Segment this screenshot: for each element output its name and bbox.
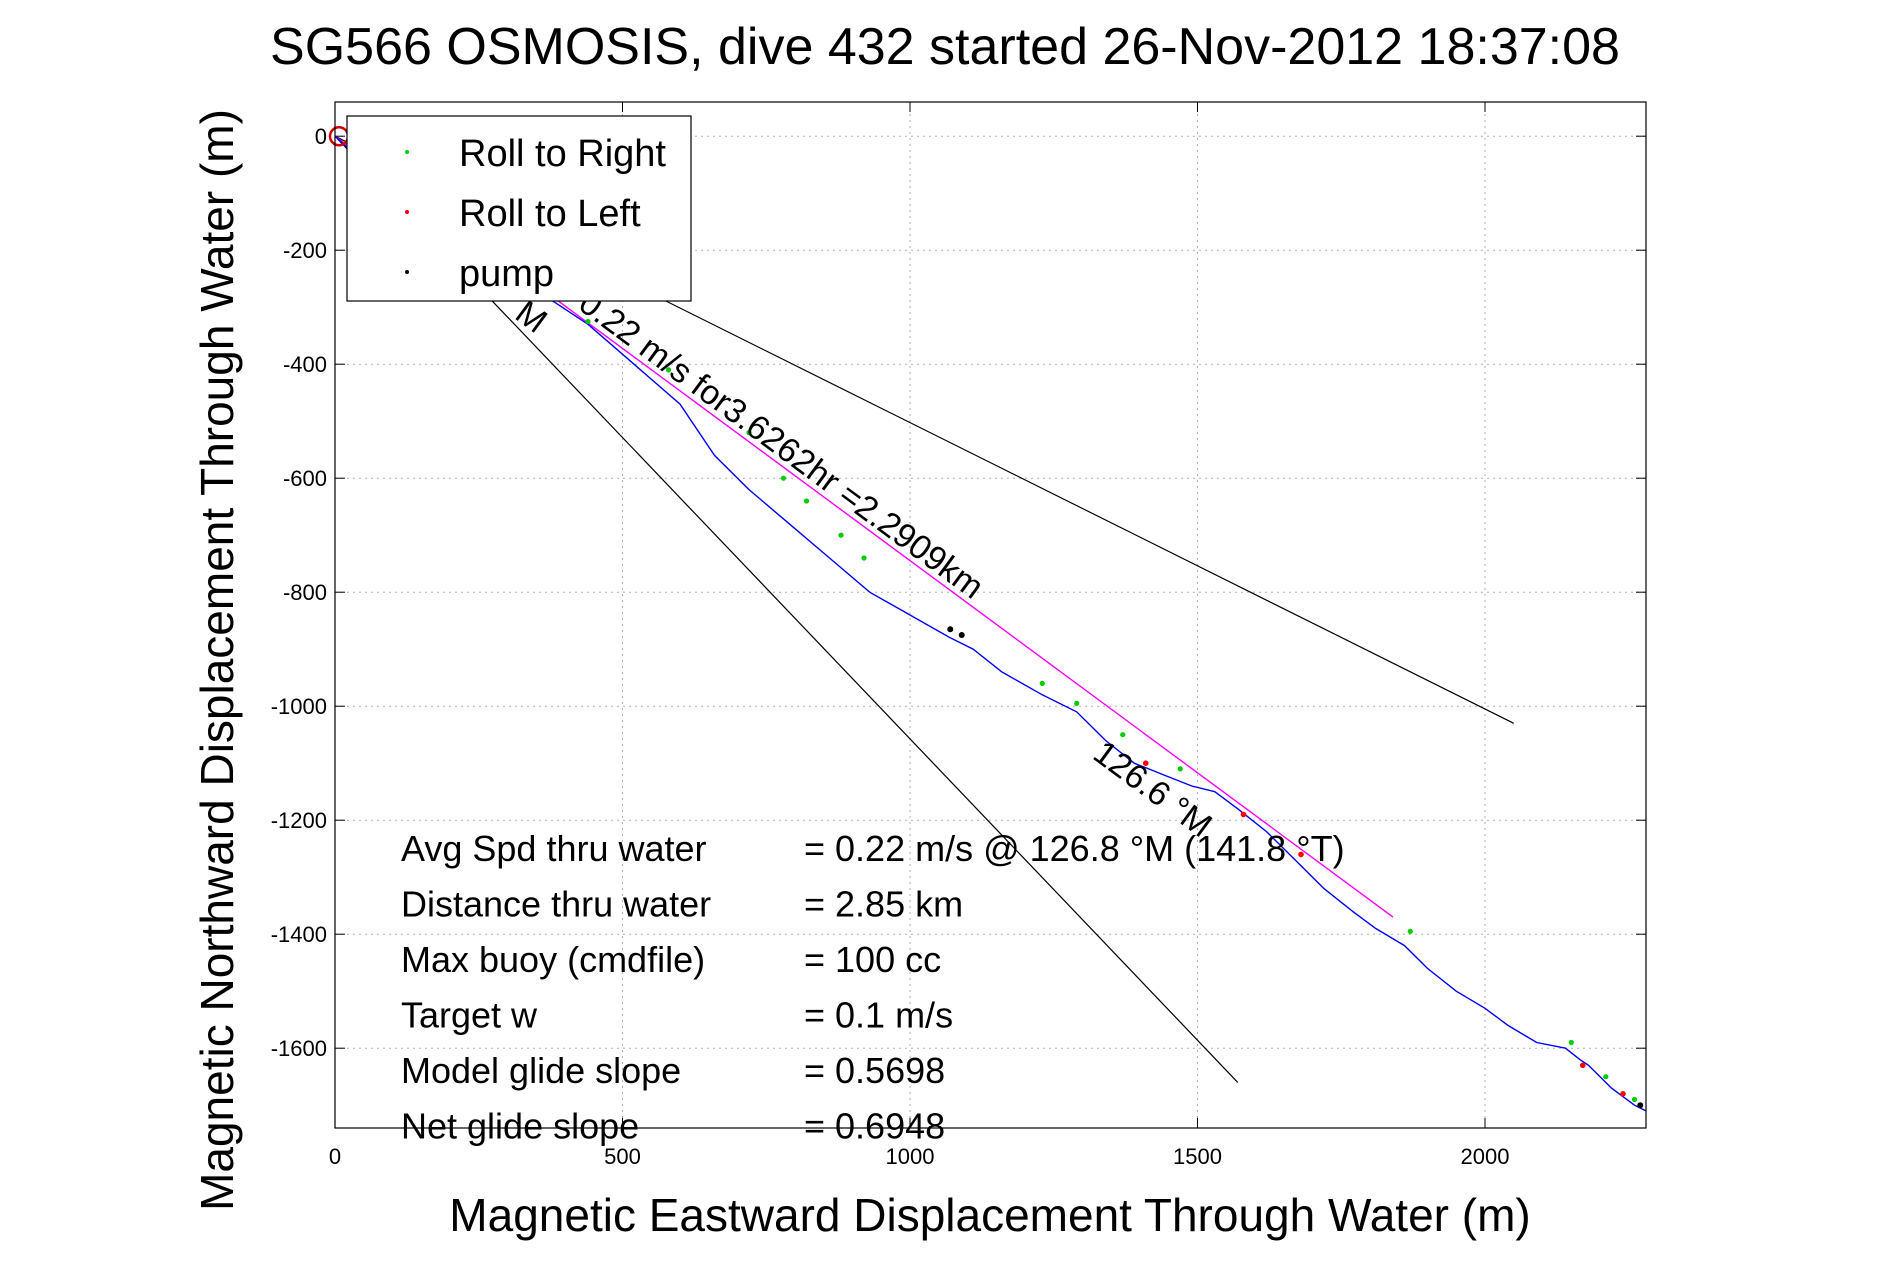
- y-tick-label: -1200: [271, 808, 327, 833]
- roll-right-point: [1074, 700, 1080, 706]
- annotation-value: = 100 cc: [804, 939, 941, 980]
- roll-left-point: [1579, 1062, 1586, 1069]
- legend-marker: [405, 270, 409, 274]
- roll-right-point: [1039, 680, 1045, 687]
- roll-right-point: [746, 430, 752, 436]
- roll-left-point: [1620, 1091, 1626, 1097]
- y-tick-label: -1000: [271, 694, 327, 719]
- legend-box: [346, 115, 692, 302]
- annotation-value: = 0.1 m/s: [804, 995, 953, 1036]
- roll-right-point: [780, 475, 787, 481]
- roll-right-point: [1407, 928, 1413, 934]
- y-tick-label: -600: [283, 466, 327, 491]
- roll-left-point: [1142, 760, 1149, 766]
- annotation-label: Target w: [401, 995, 538, 1036]
- legend: Roll to Right Roll to Left pump: [346, 115, 692, 302]
- annotation-value: = 0.5698: [804, 1050, 945, 1091]
- pump-point: [1637, 1102, 1644, 1109]
- annotation-value: = 0.22 m/s @ 126.8 °M (141.8 °T): [804, 828, 1345, 869]
- roll-right-point: [1177, 766, 1183, 772]
- y-tick-label: -800: [283, 580, 327, 605]
- roll-left-point: [1298, 851, 1304, 858]
- roll-right-point: [861, 555, 867, 561]
- x-tick-label: 1000: [886, 1144, 935, 1169]
- y-tick-label: -200: [283, 238, 327, 263]
- roll-right-point: [585, 318, 591, 325]
- annotation-label: Max buoy (cmdfile): [401, 939, 705, 980]
- annotation-value: = 2.85 km: [804, 884, 963, 925]
- y-axis-label: Magnetic Northward Displacement Through …: [191, 109, 243, 1211]
- legend-label: Roll to Left: [459, 193, 641, 235]
- legend-marker: [405, 150, 409, 154]
- plot-frame: [334, 101, 1647, 1129]
- x-tick-label: 2000: [1461, 1144, 1510, 1169]
- grid: [334, 102, 1646, 1128]
- x-tick-label: 0: [329, 1144, 341, 1169]
- roll-right-point: [665, 367, 672, 373]
- glider-track: [334, 135, 1647, 1112]
- y-tick-label: -1400: [271, 922, 327, 947]
- annotation-label: Net glide slope: [401, 1106, 639, 1147]
- roll-right-point: [1603, 1074, 1609, 1080]
- chart-title: SG566 OSMOSIS, dive 432 started 26-Nov-2…: [270, 18, 1620, 76]
- annotation-label: Avg Spd thru water: [401, 828, 707, 869]
- roll-right-point: [1568, 1039, 1574, 1046]
- roll-left-point: [1240, 811, 1247, 818]
- axis-ticks: 0 500 1000 1500 2000 0 -200 -400 -600 -800 -1000 -1…: [271, 102, 1646, 1169]
- pump-point: [958, 631, 965, 638]
- legend-label: pump: [459, 253, 554, 295]
- x-tick-label: 1500: [1173, 1144, 1222, 1169]
- y-tick-label: -1600: [271, 1036, 327, 1061]
- roll-right-point: [803, 498, 810, 504]
- roll-right-point: [1120, 732, 1126, 738]
- data-points: [328, 125, 1644, 1109]
- annotation-label: Distance thru water: [401, 884, 711, 925]
- annotation-label: Model glide slope: [401, 1050, 681, 1091]
- pump-point: [947, 626, 954, 633]
- x-axis-label: Magnetic Eastward Displacement Through W…: [449, 1189, 1530, 1241]
- roll-right-point: [838, 532, 844, 538]
- legend-marker: [405, 210, 409, 214]
- annotation-value: = 0.6948: [804, 1106, 945, 1147]
- annotation-block: Avg Spd thru water = 0.22 m/s @ 126.8 °M …: [401, 828, 1345, 1147]
- roll-right-point: [1631, 1096, 1638, 1103]
- x-tick-label: 500: [604, 1144, 641, 1169]
- y-tick-label: 0: [315, 124, 327, 149]
- y-tick-label: -400: [283, 352, 327, 377]
- legend-label: Roll to Right: [459, 133, 666, 175]
